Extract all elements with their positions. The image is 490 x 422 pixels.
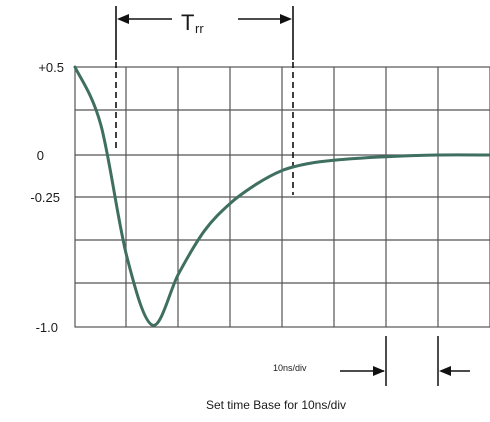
trr-arrowhead-right [280, 14, 292, 24]
grid [74, 66, 490, 328]
y-tick-label: -1.0 [36, 320, 58, 335]
trr-bracket [115, 6, 294, 60]
caption: Set time Base for 10ns/div [206, 398, 346, 412]
recovery-waveform [73, 65, 490, 327]
timebase-indicator [340, 336, 470, 386]
timebase-label: 10ns/div [273, 363, 307, 373]
timebase-arrowhead-right [439, 366, 451, 376]
y-tick-label: -0.25 [30, 190, 60, 205]
trr-label: T [181, 10, 194, 35]
y-tick-label: +0.5 [38, 60, 64, 75]
y-tick-label: 0 [37, 148, 44, 163]
timebase-arrowhead-left [373, 366, 385, 376]
trr-arrowhead-left [117, 14, 129, 24]
trr-subscript: rr [195, 21, 204, 36]
